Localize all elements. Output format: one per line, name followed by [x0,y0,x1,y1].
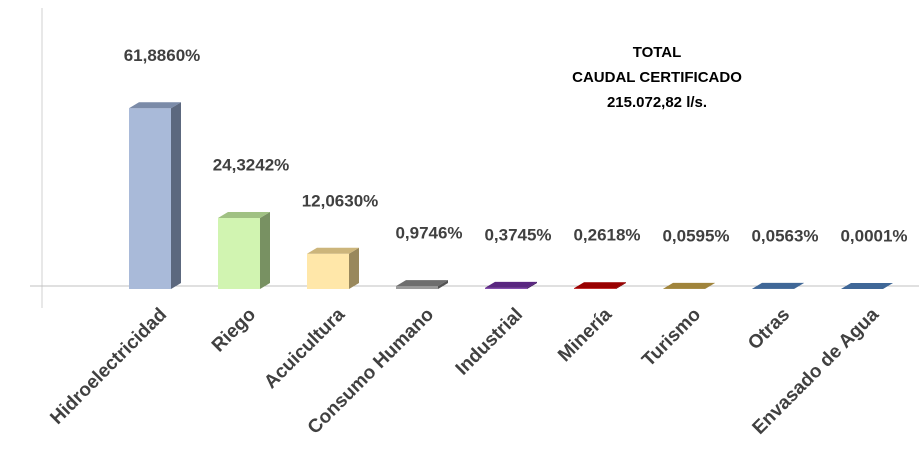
bar-side [616,282,626,289]
x-tick-label: Otras [744,304,794,354]
bar-top [574,282,626,289]
bar-shade [396,286,438,289]
bar-front [396,286,438,289]
bar [485,281,537,289]
bar-top [396,280,448,287]
value-label: 0,2618% [573,226,640,245]
bar-shade [485,287,527,289]
bar-side-shade [438,280,448,289]
bar-front [574,288,616,289]
bar-top-shade [129,102,181,109]
bar-top [129,102,181,109]
bar-front [485,287,527,289]
bar [307,247,359,289]
bar-top-shade [663,282,715,289]
bar [752,282,804,289]
bar-side [260,211,270,289]
bar-top-shade [485,281,537,288]
x-tick-label: Minería [554,304,616,366]
value-label: 24,3242% [213,155,290,174]
x-tick-label: Hidroelectricidad [46,304,171,429]
bar-side [438,280,448,289]
bar-side-shade [883,282,893,289]
value-label: 0,3745% [484,225,551,244]
bar [574,282,626,289]
bar-side [794,282,804,289]
bar-side [171,102,181,289]
bar-front [129,108,171,289]
bar-side-shade [171,102,181,289]
bar-top-shade [307,247,359,254]
value-label: 0,0001% [840,226,907,245]
bar-shade [307,253,349,289]
value-label: 0,0563% [751,226,818,245]
bar-side-shade [794,282,804,289]
annotation: CAUDAL CERTIFICADO [572,69,742,86]
bar-top [218,211,270,218]
bar-top-shade [396,280,448,287]
bar [841,282,893,289]
bar-side-shade [616,282,626,289]
bar-top-shade [752,282,804,289]
bar-shade [218,217,260,289]
bar-top-shade [841,282,893,289]
bar-side-shade [260,211,270,289]
annotation: TOTAL [633,44,682,61]
value-label: 61,8860% [124,46,201,65]
value-label: 12,0630% [302,191,379,210]
bar-side-shade [349,247,359,289]
bar-front [307,253,349,289]
bar-top-shade [218,211,270,218]
bar-top [752,282,804,289]
bar-side [349,247,359,289]
bar-side-shade [527,281,537,289]
bar-top [485,281,537,288]
bar-side [883,282,893,289]
bar-front [218,217,260,289]
bar-side-shade [705,282,715,289]
bar [129,102,181,289]
bar [396,280,448,289]
bar-shade [129,108,171,289]
bar-top [307,247,359,254]
bar-top [841,282,893,289]
bar-shade [574,288,616,289]
x-tick-label: Acuicultura [260,304,349,393]
bar-top [663,282,715,289]
bar-side [527,281,537,289]
bar-side [705,282,715,289]
x-tick-label: Industrial [452,304,527,379]
bar [218,211,270,289]
bar [663,282,715,289]
value-label: 0,9746% [395,224,462,243]
x-tick-label: Turismo [638,304,705,371]
bar-top-shade [574,282,626,289]
value-label: 0,0595% [662,226,729,245]
x-tick-label: Riego [208,304,260,356]
annotation: 215.072,82 l/s. [607,94,707,111]
